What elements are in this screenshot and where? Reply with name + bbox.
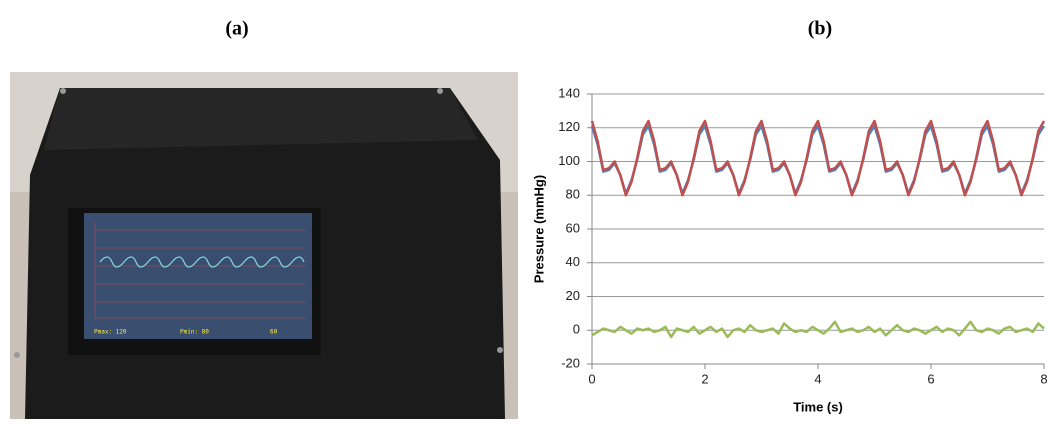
y-tick-label: -20 xyxy=(561,355,580,370)
y-tick-label: 80 xyxy=(566,187,580,202)
x-tick-label: 6 xyxy=(927,371,934,386)
y-tick-label: 120 xyxy=(558,119,580,134)
screen-text: Pmin: 80 xyxy=(180,329,209,336)
figure: (a) (b) Pmax: 120 Pmin: 80 60 -200204060… xyxy=(0,0,1048,419)
y-tick-label: 40 xyxy=(566,254,580,269)
x-axis-label: Time (s) xyxy=(793,399,843,414)
x-tick-label: 4 xyxy=(814,371,821,386)
y-tick-label: 20 xyxy=(566,288,580,303)
y-tick-label: 100 xyxy=(558,153,580,168)
x-tick-label: 0 xyxy=(588,371,595,386)
series-line xyxy=(592,121,1044,195)
screen-text: Pmax: 120 xyxy=(94,329,127,336)
y-tick-label: 60 xyxy=(566,220,580,235)
x-tick-label: 2 xyxy=(701,371,708,386)
screen-text: 60 xyxy=(270,329,278,336)
y-axis-label: Pressure (mmHg) xyxy=(531,175,546,283)
chart: -20 0 20 40 60 80 100 120 140 0 2 4 6 8 Time (s) Pressu… xyxy=(531,85,1047,414)
panel-label: (b) xyxy=(808,18,832,40)
x-tick-label: 8 xyxy=(1040,371,1047,386)
y-tick-label: 140 xyxy=(558,85,580,100)
device-photo: Pmax: 120 Pmin: 80 60 xyxy=(10,72,518,419)
panel-label: (a) xyxy=(225,18,248,40)
y-tick-label: 0 xyxy=(573,322,580,337)
series-line xyxy=(592,322,1044,337)
